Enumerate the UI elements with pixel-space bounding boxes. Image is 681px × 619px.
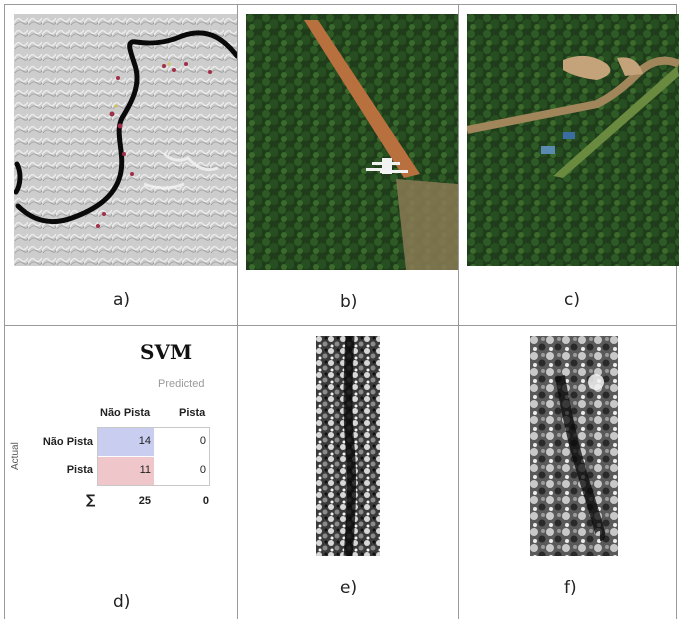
caption-d: d) <box>113 592 131 612</box>
relief-map-image <box>14 14 237 266</box>
confusion-matrix-table: 14 0 11 0 <box>97 427 210 486</box>
row-header-pista: Pista <box>66 464 93 476</box>
grid-left-border <box>4 4 5 619</box>
caption-f: f) <box>564 578 577 598</box>
airstrip-photo-2-svg <box>467 14 679 266</box>
grid-col-divider-2 <box>458 4 459 619</box>
grid-top-border <box>4 4 677 5</box>
predicted-axis-label: Predicted <box>158 378 205 390</box>
airstrip-aerial-photo-1 <box>246 14 458 270</box>
sum-pista: 0 <box>202 495 209 507</box>
grid-col-divider-1 <box>237 4 238 619</box>
airstrip-photo-1-svg <box>246 14 458 270</box>
caption-b: b) <box>340 292 358 312</box>
caption-c: c) <box>564 290 580 310</box>
sum-nao-pista: 25 <box>138 495 151 507</box>
relief-map-svg <box>14 14 237 266</box>
grayscale-patch-1-svg <box>316 336 380 556</box>
grid-right-border <box>676 4 677 619</box>
column-header-nao-pista: Não Pista <box>100 407 151 419</box>
row-header-nao-pista: Não Pista <box>42 436 93 448</box>
grayscale-patch-image-2 <box>530 336 618 556</box>
matrix-cell: 0 <box>199 464 206 476</box>
column-header-pista: Pista <box>179 407 206 419</box>
matrix-title: SVM <box>140 340 193 364</box>
grayscale-patch-image-1 <box>316 336 380 556</box>
caption-a: a) <box>113 290 131 310</box>
sum-symbol: ∑ <box>86 493 96 508</box>
caption-e: e) <box>340 578 358 598</box>
grayscale-patch-2-svg <box>530 336 618 556</box>
matrix-cell: 14 <box>98 428 154 456</box>
matrix-cell: 11 <box>98 457 154 485</box>
airstrip-aerial-photo-2 <box>467 14 679 266</box>
matrix-cell: 0 <box>199 435 206 447</box>
grid-row-divider <box>4 325 677 326</box>
